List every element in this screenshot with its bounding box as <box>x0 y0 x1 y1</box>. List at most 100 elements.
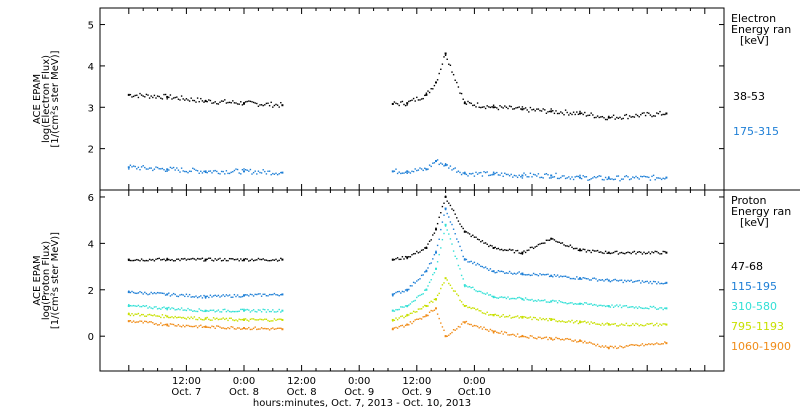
trace-dot <box>408 288 410 291</box>
trace-dot <box>243 294 245 296</box>
trace-dot <box>403 172 405 174</box>
trace-dot <box>504 249 506 251</box>
trace-dot <box>241 295 244 298</box>
trace-dot <box>200 258 202 260</box>
trace-dot <box>483 242 485 244</box>
trace-dot <box>606 322 608 324</box>
trace-dot <box>592 177 594 179</box>
trace-dot <box>628 178 631 181</box>
trace-dot <box>484 171 487 174</box>
trace-dot <box>211 102 213 104</box>
legend-title: Energy ran <box>731 205 791 218</box>
trace-dot <box>150 307 152 309</box>
trace-dot <box>260 172 263 174</box>
trace-dot <box>444 335 447 337</box>
trace-dot <box>132 95 135 98</box>
trace-dot <box>644 307 647 309</box>
trace-dot <box>179 294 181 296</box>
trace-dot <box>603 346 605 348</box>
trace-dot <box>156 308 159 310</box>
trace-dot <box>152 314 154 317</box>
trace-dot <box>192 257 194 260</box>
trace-dot <box>580 321 583 323</box>
trace-dot <box>512 273 514 275</box>
trace-dot <box>456 238 458 240</box>
trace-dot <box>440 228 442 231</box>
trace-dot <box>244 169 247 171</box>
trace-dot <box>601 115 604 118</box>
trace-dot <box>435 307 437 310</box>
trace-dot <box>640 113 642 116</box>
trace-dot <box>168 96 170 99</box>
trace-dot <box>233 102 236 104</box>
trace-dot <box>664 250 666 253</box>
trace-dot <box>558 337 560 340</box>
trace-dot <box>587 321 589 323</box>
trace-dot <box>622 178 624 180</box>
trace-dot <box>267 295 269 297</box>
trace-dot <box>441 63 444 65</box>
trace-dot <box>144 291 146 294</box>
trace-dot <box>532 336 535 339</box>
trace-dot <box>257 309 260 311</box>
trace-dot <box>155 315 157 317</box>
trace-dot <box>656 322 658 325</box>
trace-dot <box>553 338 556 341</box>
trace-dot <box>585 302 588 304</box>
trace-dot <box>419 278 421 280</box>
trace-dot <box>268 320 271 323</box>
trace-dot <box>406 104 408 106</box>
trace-dot <box>409 100 412 102</box>
trace-dot <box>161 324 164 327</box>
trace-dot <box>448 334 450 336</box>
trace-dot <box>443 202 445 204</box>
trace-dot <box>657 252 660 254</box>
trace-dot <box>219 326 221 328</box>
trace-dot <box>467 261 469 263</box>
trace-dot <box>275 294 277 296</box>
trace-dot <box>420 274 423 277</box>
trace-dot <box>497 297 500 299</box>
trace-dot <box>534 174 536 176</box>
trace-dot <box>459 299 461 302</box>
trace-dot <box>272 172 274 175</box>
trace-dot <box>147 293 149 296</box>
trace-dot <box>409 172 412 174</box>
trace-dot <box>547 174 549 176</box>
trace-dot <box>393 258 396 261</box>
trace-dot <box>244 101 247 103</box>
trace-dot <box>595 116 597 119</box>
trace-dot <box>492 270 495 272</box>
trace-dot <box>582 113 584 116</box>
trace-dot <box>137 259 140 261</box>
trace-dot <box>464 285 466 288</box>
trace-dot <box>523 108 525 110</box>
trace-dot <box>636 307 639 310</box>
trace-dot <box>235 168 237 170</box>
trace-dot <box>476 238 479 240</box>
trace-dot <box>436 222 439 225</box>
trace-dot <box>169 166 172 169</box>
trace-dot <box>228 310 231 313</box>
trace-dot <box>467 323 469 325</box>
trace-dot <box>456 293 458 295</box>
trace-dot <box>262 104 264 107</box>
trace-dot <box>540 274 543 276</box>
trace-dot <box>211 296 213 298</box>
data-point <box>444 164 447 167</box>
data-point <box>435 228 437 231</box>
data-point <box>521 251 524 254</box>
trace-dot <box>272 259 274 261</box>
trace-dot <box>240 258 242 260</box>
trace-dot <box>539 243 541 245</box>
trace-dot <box>566 337 568 340</box>
trace-dot <box>555 172 557 175</box>
trace-dot <box>212 170 215 172</box>
trace-dot <box>648 176 650 179</box>
trace-dot <box>265 311 268 313</box>
trace-dot <box>420 308 423 310</box>
trace-dot <box>148 313 151 316</box>
trace-dot <box>632 344 634 346</box>
trace-dot <box>267 170 269 172</box>
trace-dot <box>531 298 533 301</box>
